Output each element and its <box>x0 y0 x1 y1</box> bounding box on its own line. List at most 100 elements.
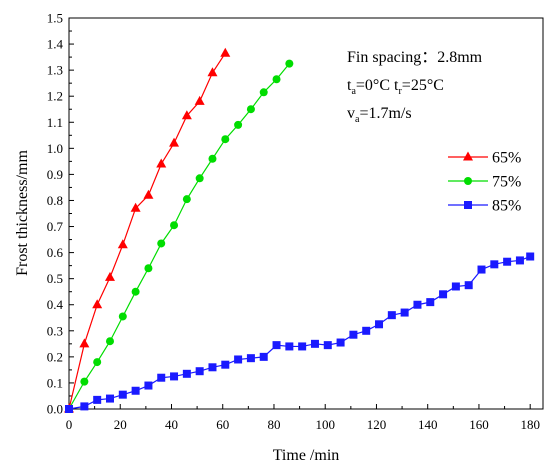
x-tick-label: 40 <box>165 417 178 432</box>
series-square <box>65 252 535 413</box>
data-point <box>80 402 89 411</box>
data-point <box>221 360 230 369</box>
data-point <box>170 221 179 230</box>
data-point <box>246 354 255 363</box>
data-point <box>65 405 73 413</box>
data-point <box>349 330 358 339</box>
conditions-annotation: Fin spacing：2.8mm ta=0°C tr=25°C va=1.7m… <box>347 49 483 125</box>
data-point <box>182 369 191 378</box>
data-point <box>362 326 371 335</box>
x-tick-label: 140 <box>418 417 438 432</box>
data-point <box>131 386 140 395</box>
data-point <box>157 239 166 248</box>
x-tick-label: 60 <box>216 417 229 432</box>
data-point <box>413 300 422 309</box>
data-point <box>387 311 396 320</box>
series-circle <box>65 59 294 413</box>
legend-label: 85% <box>492 198 521 215</box>
series-line <box>68 255 531 410</box>
data-point <box>170 372 179 381</box>
data-point <box>117 239 128 249</box>
data-point <box>285 342 294 351</box>
x-tick-label: 80 <box>267 417 280 432</box>
legend-item: 85% <box>448 198 521 215</box>
data-point <box>93 395 102 404</box>
data-point <box>515 256 524 265</box>
data-point <box>207 67 218 77</box>
data-point <box>375 320 384 329</box>
y-tick-label: 0.0 <box>47 402 63 417</box>
data-point <box>259 352 268 361</box>
fin-spacing-text: Fin spacing：2.8mm <box>347 49 483 66</box>
y-tick-label: 0.8 <box>47 193 63 208</box>
y-tick-label: 1.3 <box>47 63 63 78</box>
data-point <box>400 308 409 317</box>
data-point <box>92 299 103 309</box>
data-point <box>426 298 435 307</box>
data-point <box>221 135 230 144</box>
data-point <box>195 174 204 183</box>
y-tick-label: 0.1 <box>47 375 63 390</box>
x-tick-label: 100 <box>315 417 335 432</box>
data-point <box>298 342 307 351</box>
x-tick-label: 160 <box>469 417 489 432</box>
data-point <box>105 394 114 403</box>
data-point <box>118 312 127 321</box>
data-point <box>93 358 102 367</box>
data-point <box>181 110 192 120</box>
data-point <box>490 260 499 269</box>
data-point <box>220 47 231 57</box>
data-point <box>105 337 114 346</box>
data-point <box>208 363 217 372</box>
data-point <box>234 355 243 364</box>
x-tick-label: 120 <box>367 417 387 432</box>
y-tick-label: 0.7 <box>47 219 64 234</box>
data-point <box>439 290 448 299</box>
legend: 65% 75% 85% <box>448 150 521 215</box>
data-point <box>234 120 243 129</box>
y-tick-label: 1.2 <box>47 89 63 104</box>
series-triangle <box>64 47 231 413</box>
data-point <box>118 390 127 399</box>
data-point <box>144 381 153 390</box>
data-point <box>246 105 255 114</box>
data-point <box>104 271 115 281</box>
data-point <box>130 202 141 212</box>
y-tick-label: 1.0 <box>47 141 63 156</box>
data-point <box>156 158 167 168</box>
y-tick-label: 0.9 <box>47 167 63 182</box>
series-line <box>68 52 226 410</box>
data-point <box>143 189 154 199</box>
y-axis-title: Frost thickness/mm <box>14 150 31 276</box>
data-point <box>323 341 332 350</box>
data-point <box>503 257 512 266</box>
velocity-text: va=1.7m/s <box>347 105 412 125</box>
y-tick-label: 0.2 <box>47 349 63 364</box>
data-point <box>80 377 89 386</box>
data-point <box>131 287 140 296</box>
y-tick-label: 0.5 <box>47 271 63 286</box>
series-layer <box>64 47 535 413</box>
temperature-text: ta=0°C tr=25°C <box>347 77 444 97</box>
data-point <box>195 367 204 376</box>
data-point <box>79 338 90 348</box>
y-tick-label: 0.4 <box>47 297 64 312</box>
x-tick-label: 0 <box>66 417 73 432</box>
axes: 0 20 40 60 80 100 120 140 160 180 0.0 0.1 0.2 0.3 0.4 0… <box>47 11 544 432</box>
x-tick-label: 180 <box>520 417 540 432</box>
legend-label: 75% <box>492 174 521 191</box>
data-point <box>169 137 180 147</box>
y-tick-label: 1.1 <box>47 115 63 130</box>
legend-marker <box>464 201 472 209</box>
data-point <box>526 252 535 261</box>
data-point <box>464 281 473 290</box>
legend-item: 65% <box>448 150 521 167</box>
data-point <box>285 59 294 68</box>
data-point <box>157 373 166 382</box>
legend-marker <box>463 151 473 161</box>
legend-item: 75% <box>448 174 521 191</box>
data-point <box>182 195 191 204</box>
data-point <box>208 154 217 163</box>
data-point <box>336 338 345 347</box>
